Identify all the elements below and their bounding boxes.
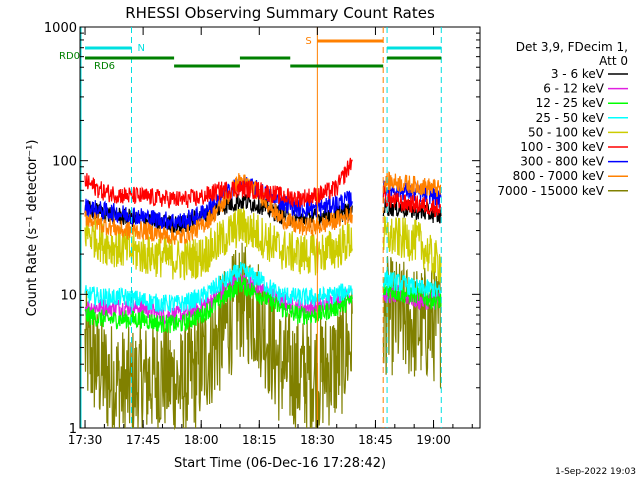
series-line-3 xyxy=(84,275,442,334)
x-tick-label: 17:45 xyxy=(126,433,161,447)
x-axis: 17:30 17:45 18:00 18:15 18:30 18:45 19:00 xyxy=(68,27,473,447)
x-tick-label: 18:45 xyxy=(358,433,393,447)
legend-label: 100 - 300 keV xyxy=(520,140,604,154)
y-axis-label: Count Rate (s⁻¹ detector⁻¹) xyxy=(25,140,40,317)
y-axis: 1 10 100 1000 xyxy=(44,21,480,437)
legend-label: 3 - 6 keV xyxy=(551,67,605,81)
series-line-4 xyxy=(84,261,442,314)
series-layer xyxy=(84,157,442,431)
rd0-flag-label: RD0 xyxy=(59,51,80,62)
legend-header-attenuator: Att 0 xyxy=(599,54,628,68)
legend-header-detectors: Det 3,9, FDecim 1, xyxy=(516,40,628,54)
y-tick-label: 10 xyxy=(60,288,77,303)
legend-label: 6 - 12 keV xyxy=(543,82,605,96)
legend-label: 7000 - 15000 keV xyxy=(497,184,604,198)
s-flag-label: S xyxy=(305,36,311,47)
plot-frame xyxy=(79,26,481,429)
legend-label: 300 - 800 keV xyxy=(520,155,604,169)
x-tick-label: 18:15 xyxy=(242,433,277,447)
rd6-flag-label: RD6 xyxy=(94,61,115,72)
x-tick-label: 18:30 xyxy=(300,433,335,447)
n-flag-label: N xyxy=(138,43,145,54)
legend-label: 800 - 7000 keV xyxy=(513,169,605,183)
x-tick-label: 19:00 xyxy=(416,433,451,447)
legend-label: 25 - 50 keV xyxy=(536,111,605,125)
series-line-8 xyxy=(84,171,442,245)
y-tick-label: 100 xyxy=(52,155,77,170)
legend-label: 50 - 100 keV xyxy=(528,125,605,139)
flags-layer: N S RD0 RD6 xyxy=(59,27,442,428)
x-axis-label: Start Time (06-Dec-16 17:28:42) xyxy=(174,456,386,471)
series-line-2 xyxy=(84,272,442,326)
x-tick-label: 18:00 xyxy=(184,433,219,447)
timestamp-footer: 1-Sep-2022 19:03 xyxy=(555,467,636,477)
legend-label: 12 - 25 keV xyxy=(536,96,605,110)
series-line-5 xyxy=(84,206,442,283)
chart-title: RHESSI Observing Summary Count Rates xyxy=(125,4,435,22)
series-line-6 xyxy=(84,157,442,218)
y-tick-label: 1 xyxy=(69,422,77,437)
y-tick-label: 1000 xyxy=(44,21,77,36)
series-line-9 xyxy=(84,242,442,431)
x-tick-label: 17:30 xyxy=(68,433,103,447)
